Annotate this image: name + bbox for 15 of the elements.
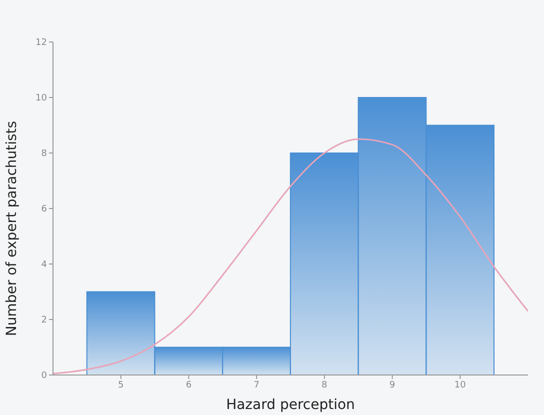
y-tick-label: 12 [36, 38, 47, 48]
y-tick-label: 4 [41, 260, 48, 270]
x-axis-title: Hazard perception [226, 397, 355, 413]
x-tick-label: 6 [186, 380, 192, 390]
x-tick-label: 8 [322, 380, 328, 390]
x-tick-label: 10 [454, 380, 466, 390]
x-tick-label: 7 [254, 380, 260, 390]
y-tick-label: 6 [41, 204, 48, 215]
y-tick-label: 0 [41, 371, 48, 382]
y-tick-label: 2 [41, 316, 47, 326]
x-tick-label: 5 [118, 380, 124, 390]
y-tick-label: 10 [36, 94, 48, 104]
y-tick-label: 8 [41, 149, 48, 160]
y-axis-title: Number of expert parachutists [4, 120, 20, 336]
x-tick-label: 9 [389, 380, 396, 390]
